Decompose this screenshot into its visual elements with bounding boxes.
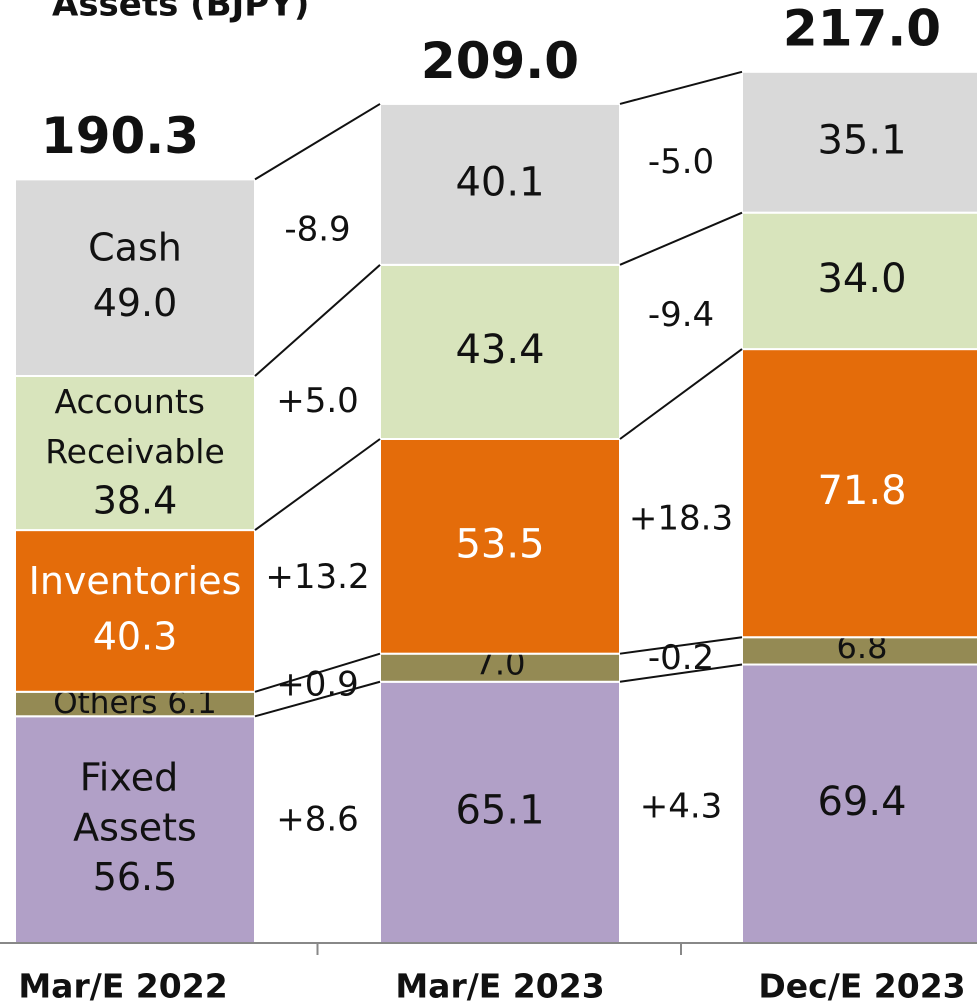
bar-segment [379, 263, 621, 440]
x-tick-label: Mar/E 2022 [18, 967, 227, 1006]
bar-segment [379, 102, 621, 266]
total-label: 217.0 [783, 0, 941, 58]
value-label: 69.4 [817, 779, 906, 825]
bar-segment [14, 690, 256, 718]
bar-segment [379, 652, 621, 683]
change-label: +0.9 [276, 664, 359, 704]
series-name: Fixed Assets [73, 755, 197, 849]
value-label: 43.4 [455, 327, 544, 373]
value-label: 56.5 [93, 855, 178, 899]
total-label: 209.0 [421, 32, 579, 90]
value-label: 35.1 [817, 117, 906, 163]
change-label: +18.3 [629, 498, 733, 538]
bar-segment [741, 211, 977, 351]
change-label: +4.3 [640, 787, 723, 827]
change-label: -5.0 [648, 142, 714, 182]
bar-segment [14, 178, 256, 377]
connector-line [254, 264, 381, 377]
connector-line [619, 70, 743, 105]
change-label: +8.6 [276, 800, 359, 840]
connector-line [619, 636, 743, 655]
x-tick-label: Dec/E 2023 [758, 967, 965, 1006]
change-label: -9.4 [648, 295, 714, 335]
bar-segment [379, 680, 621, 944]
change-label: +13.2 [265, 557, 369, 597]
bar-segment [741, 70, 977, 214]
connector-line [619, 211, 743, 266]
connector-line [619, 348, 743, 440]
change-label: -8.9 [284, 210, 350, 250]
bar-segment [14, 715, 256, 945]
value-label: 40.1 [455, 159, 544, 205]
chart-title: Assets (BJPY) [52, 0, 309, 25]
connector-line [254, 438, 381, 531]
value-label: 53.5 [455, 521, 544, 567]
bar-segment [741, 663, 977, 944]
value-label: 34.0 [817, 256, 906, 302]
connector-line [254, 652, 381, 693]
bar-segment [14, 529, 256, 693]
value-label: 71.8 [817, 468, 906, 514]
value-label: 38.4 [93, 479, 178, 523]
connector-line [254, 680, 381, 718]
connector-line [619, 663, 743, 683]
series-name: Inventories [29, 558, 242, 602]
value-label: 40.3 [93, 614, 178, 658]
bar-segment [379, 437, 621, 655]
change-label: +5.0 [276, 381, 359, 421]
x-tick-label: Mar/E 2023 [395, 967, 604, 1006]
total-label: 190.3 [41, 107, 199, 165]
change-label: -0.2 [648, 638, 714, 678]
series-name: Cash [88, 225, 182, 269]
value-label: 65.1 [455, 787, 544, 833]
series-name: Accounts Receivable [45, 382, 225, 471]
connector-line [254, 103, 381, 181]
value-label: 49.0 [93, 281, 178, 325]
